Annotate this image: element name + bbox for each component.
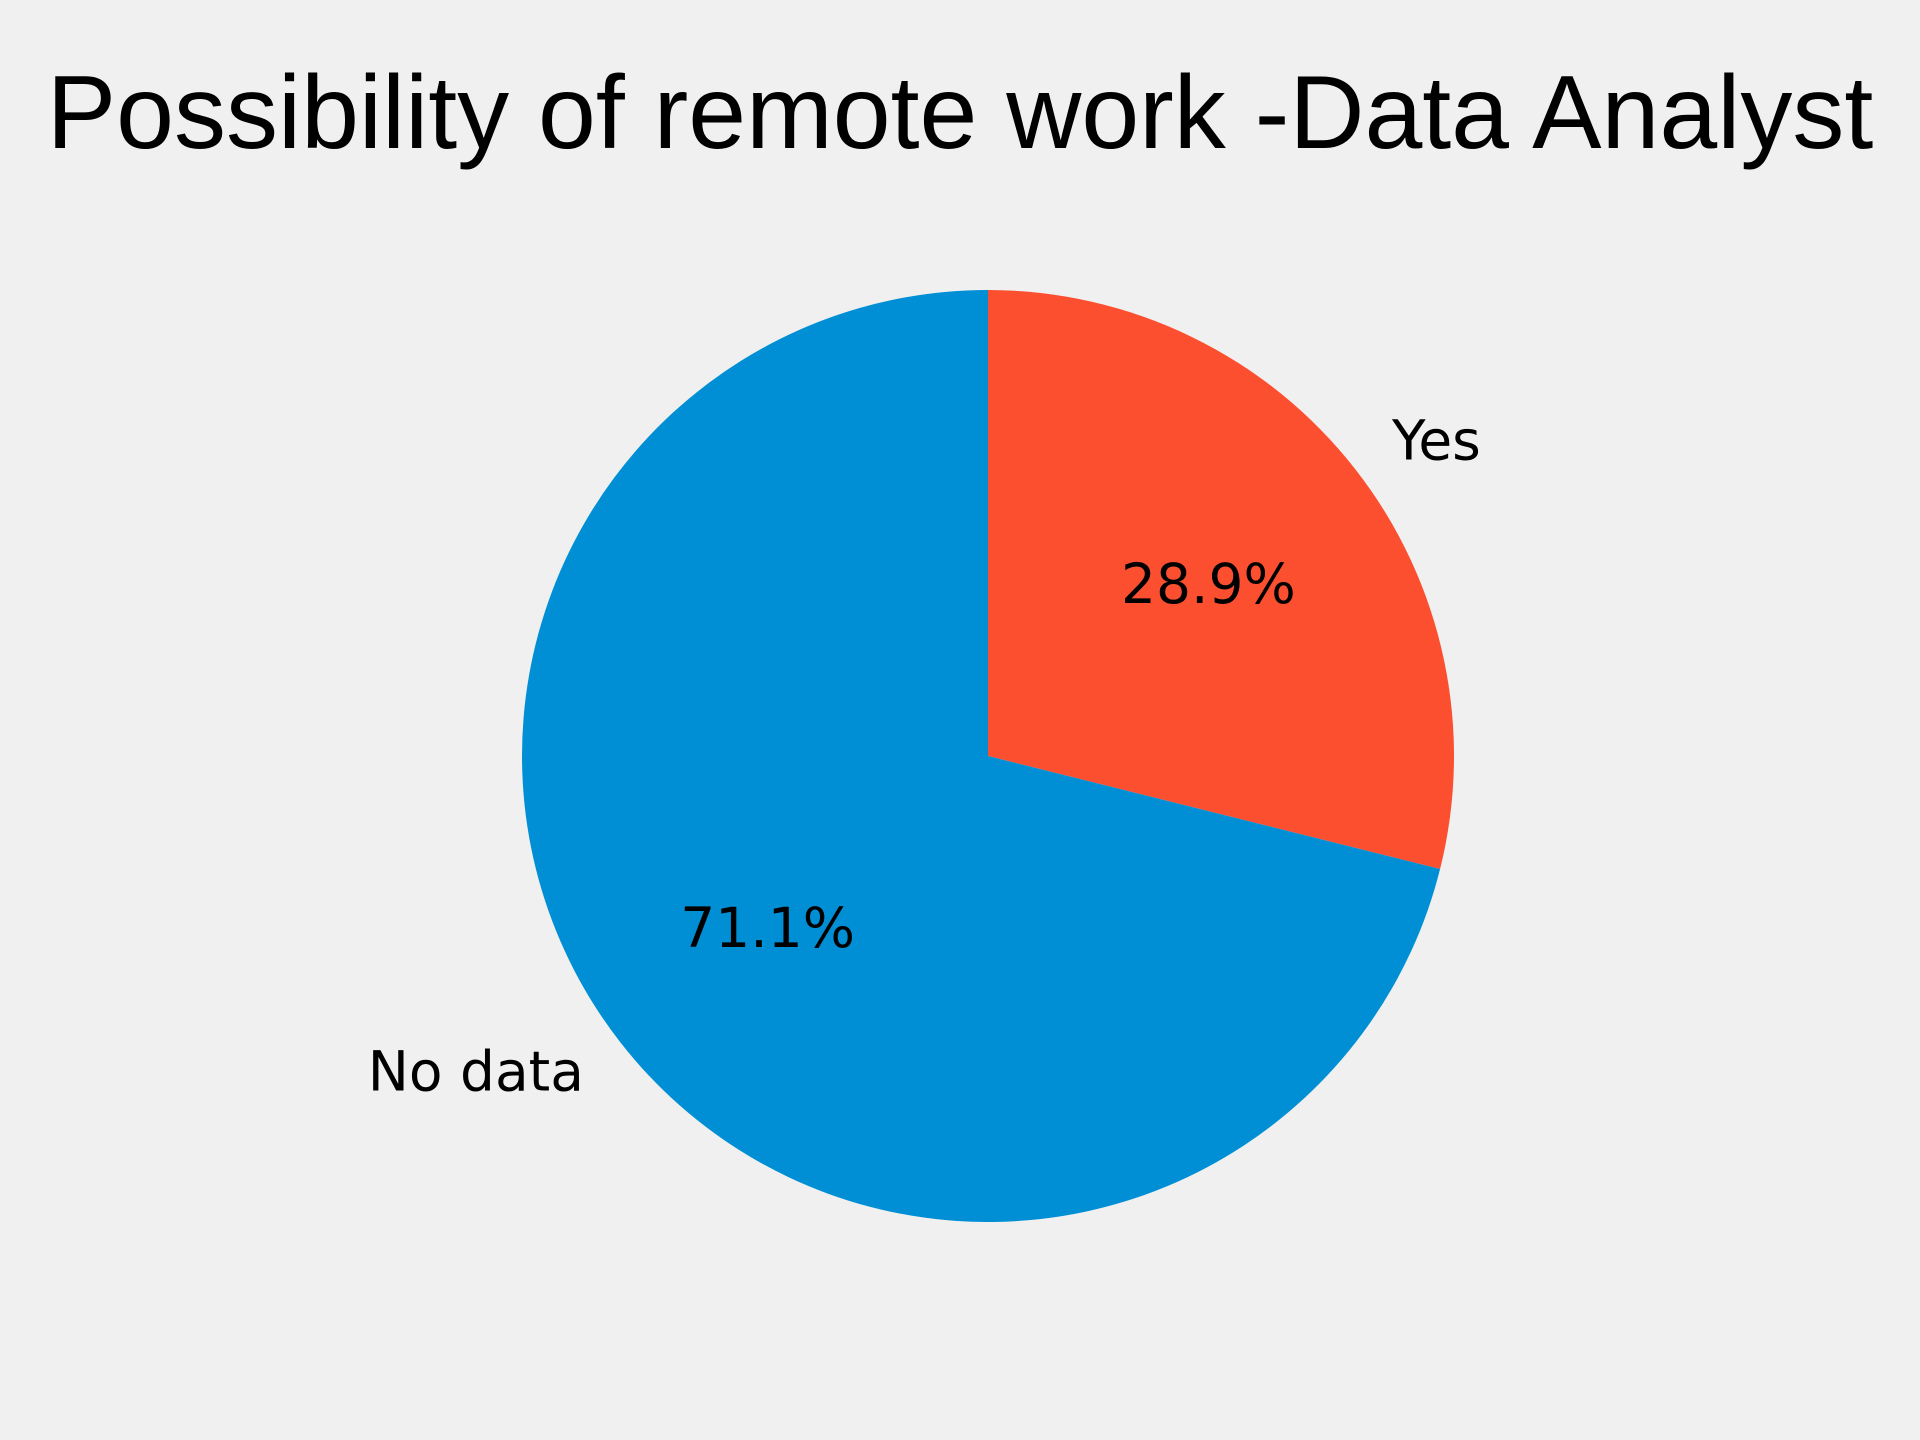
pie-slice-no-data	[521, 290, 1441, 1222]
slice-label-no-data: No data	[368, 1039, 584, 1103]
slice-percent-no-data: 71.1%	[680, 896, 855, 960]
chart-title: Possibility of remote work -Data Analyst	[47, 55, 1874, 171]
pie-labels: Yes 28.9% No data 71.1%	[368, 409, 1481, 1104]
pie-slices	[521, 290, 1454, 1222]
pie-slice-yes	[988, 290, 1454, 870]
slice-label-yes: Yes	[1391, 409, 1481, 473]
slice-percent-yes: 28.9%	[1121, 552, 1296, 616]
